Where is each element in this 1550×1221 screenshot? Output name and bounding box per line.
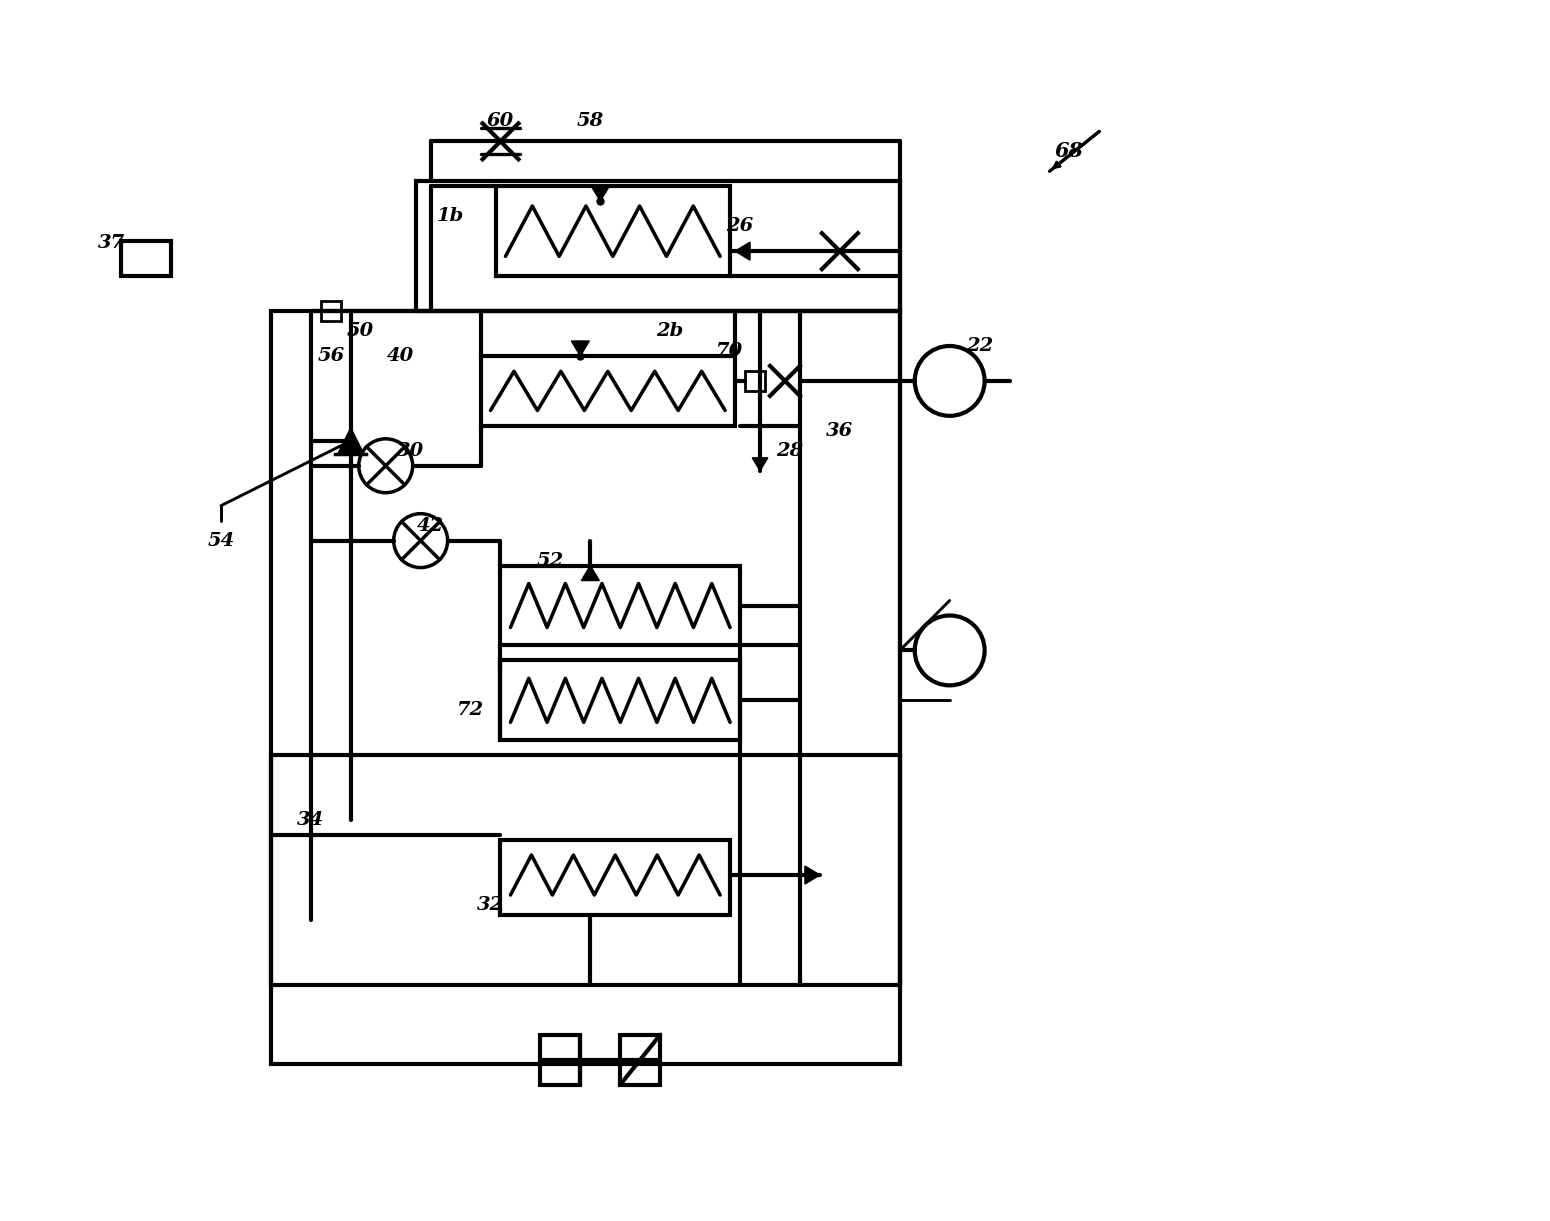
Text: 36: 36 [826, 421, 854, 440]
Bar [746, 371, 766, 391]
Polygon shape [581, 565, 600, 580]
Polygon shape [572, 341, 589, 357]
Bar [121, 242, 170, 276]
Bar [321, 302, 341, 321]
Text: 30: 30 [397, 442, 425, 460]
Bar [620, 1034, 660, 1084]
Bar [501, 565, 739, 646]
Bar [271, 311, 901, 1063]
Text: 28: 28 [777, 442, 803, 460]
Bar [496, 187, 730, 276]
Text: 22: 22 [966, 337, 994, 355]
Bar [501, 661, 739, 740]
Polygon shape [735, 242, 750, 260]
Text: 50: 50 [347, 322, 375, 339]
Text: 26: 26 [727, 217, 753, 236]
Text: 34: 34 [298, 811, 324, 829]
Text: 56: 56 [318, 347, 344, 365]
Text: 60: 60 [487, 112, 515, 131]
Bar [541, 1034, 580, 1084]
Text: 1b: 1b [437, 208, 463, 225]
Polygon shape [592, 187, 609, 201]
Text: 54: 54 [208, 531, 234, 549]
Text: 58: 58 [577, 112, 604, 131]
Text: 40: 40 [388, 347, 414, 365]
Bar [271, 756, 901, 985]
Polygon shape [338, 427, 364, 454]
Text: 37: 37 [98, 234, 126, 253]
Bar [480, 357, 735, 426]
Polygon shape [804, 866, 820, 884]
Bar [415, 181, 901, 311]
Text: 42: 42 [417, 516, 445, 535]
Text: 68: 68 [1056, 142, 1083, 161]
Text: 32: 32 [477, 896, 504, 915]
Polygon shape [752, 458, 767, 471]
Bar [501, 840, 730, 915]
Text: 70: 70 [716, 342, 744, 360]
Text: 2b: 2b [657, 322, 684, 339]
Text: 72: 72 [457, 701, 484, 719]
Text: 52: 52 [536, 552, 564, 569]
